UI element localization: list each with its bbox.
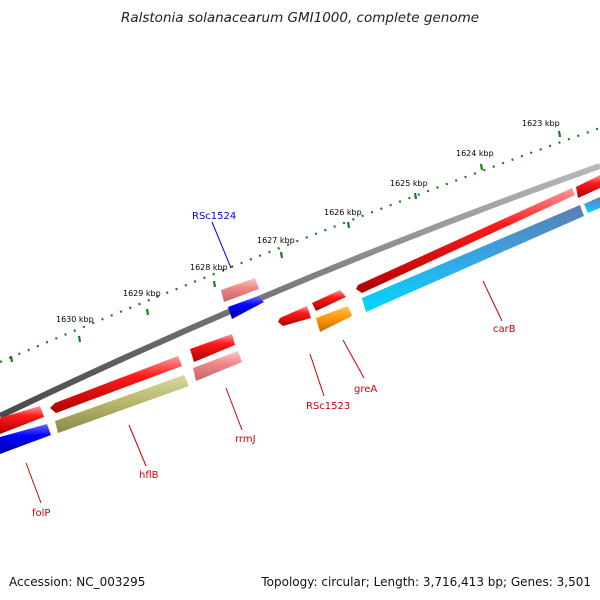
ruler-tick <box>557 130 562 138</box>
gene-greA[interactable] <box>316 306 352 332</box>
gene-carB-forward[interactable] <box>356 188 575 293</box>
reverse-strand <box>0 197 600 454</box>
tick-label: 1624 kbp <box>456 149 494 158</box>
tick-label: 1626 kbp <box>324 208 362 217</box>
gene-labels: RSc1524 carB greA RSc1523 rrmJ hflB folP <box>32 211 516 519</box>
genome-summary-text: Topology: circular; Length: 3,716,413 bp… <box>261 575 591 589</box>
label-greA[interactable]: greA <box>354 384 377 395</box>
label-folP[interactable]: folP <box>32 508 50 519</box>
ruler-tick <box>479 163 484 171</box>
gene-hflB-forward[interactable] <box>50 356 182 413</box>
ruler-track <box>0 126 600 364</box>
gene-rrmJ-forward[interactable] <box>190 334 235 362</box>
gene-carB-reverse[interactable] <box>362 205 584 312</box>
leader-carB <box>482 280 503 322</box>
leader-hflB <box>128 424 147 467</box>
leader-lines <box>25 221 503 504</box>
map-title: Ralstonia solanacearum GMI1000, complete… <box>120 10 480 26</box>
gene-folP[interactable] <box>0 424 51 454</box>
gene-carB-forward-cont[interactable] <box>576 175 600 198</box>
gene-rrmJ[interactable] <box>193 351 242 381</box>
leader-RSc1524 <box>211 221 232 269</box>
ruler-tick <box>9 355 14 363</box>
ruler-tick <box>212 280 217 288</box>
tick-label: 1628 kbp <box>190 263 228 272</box>
genome-backbone <box>0 163 600 419</box>
tick-label: 1630 kbp <box>56 315 94 324</box>
tick-label: 1629 kbp <box>123 289 161 298</box>
tick-label: 1625 kbp <box>390 179 428 188</box>
gene-RSc1524[interactable] <box>228 296 264 319</box>
ruler-labels: 1623 kbp 1624 kbp 1625 kbp 1626 kbp 1627… <box>56 119 560 324</box>
gene-carB-reverse-cont[interactable] <box>584 197 600 213</box>
forward-strand <box>0 175 600 434</box>
ruler-tick <box>145 308 150 316</box>
ruler-tick <box>413 192 418 200</box>
ruler-tick <box>77 335 82 343</box>
label-RSc1524[interactable]: RSc1524 <box>192 211 236 222</box>
label-carB[interactable]: carB <box>493 324 516 335</box>
leader-greA <box>342 339 365 379</box>
gene-RSc1523-a[interactable] <box>312 290 346 311</box>
ruler-tick <box>279 251 284 259</box>
label-hflB[interactable]: hflB <box>139 470 159 481</box>
tick-label: 1623 kbp <box>522 119 560 128</box>
tick-label: 1627 kbp <box>257 236 295 245</box>
leader-folP <box>25 462 42 504</box>
label-rrmJ[interactable]: rrmJ <box>235 434 256 445</box>
gene-folP-forward[interactable] <box>0 406 44 434</box>
ruler-ticks <box>9 130 562 363</box>
ruler-tick <box>346 221 351 229</box>
gene-RSc1523-b[interactable] <box>278 306 311 326</box>
accession-text: Accession: NC_003295 <box>9 575 146 589</box>
label-RSc1523[interactable]: RSc1523 <box>306 401 350 412</box>
leader-rrmJ <box>225 387 243 431</box>
gene-RSc1524-forward[interactable] <box>221 278 259 302</box>
leader-RSc1523 <box>309 353 325 397</box>
gene-hflB[interactable] <box>55 375 189 433</box>
